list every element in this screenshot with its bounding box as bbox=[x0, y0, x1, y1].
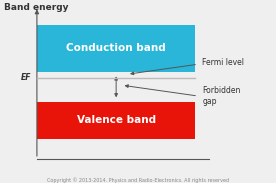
Text: Copyright © 2013-2014. Physics and Radio-Electronics. All rights reserved: Copyright © 2013-2014. Physics and Radio… bbox=[47, 177, 229, 183]
Text: Fermi level: Fermi level bbox=[202, 58, 244, 67]
Text: Conduction band: Conduction band bbox=[66, 43, 166, 53]
Bar bbox=[37, 102, 195, 139]
Text: Forbidden
gap: Forbidden gap bbox=[202, 86, 241, 107]
Text: Band energy: Band energy bbox=[4, 3, 69, 12]
Text: EF: EF bbox=[20, 73, 31, 82]
Bar bbox=[37, 25, 195, 72]
Text: Valence band: Valence band bbox=[76, 115, 156, 125]
